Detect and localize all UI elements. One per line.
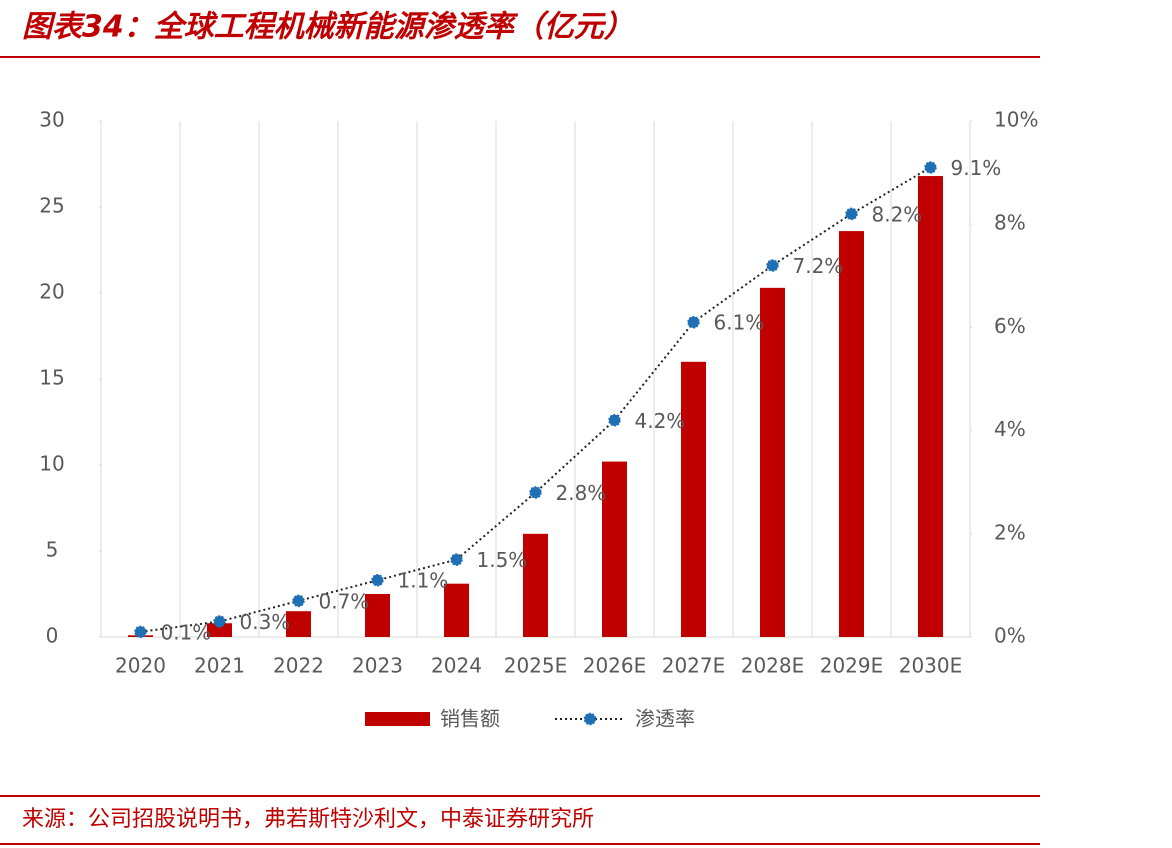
- bar: [839, 231, 864, 637]
- data-label: 6.1%: [714, 311, 765, 335]
- line-marker: [845, 207, 858, 221]
- y2-tick-label: 4%: [994, 417, 1026, 441]
- line-marker: [371, 573, 384, 587]
- legend-label: 销售额: [440, 707, 500, 731]
- x-tick-label: 2029E: [820, 654, 884, 678]
- line-marker: [213, 615, 226, 628]
- line-marker: [924, 161, 937, 174]
- bar: [760, 287, 785, 637]
- x-tick-label: 2027E: [662, 654, 726, 678]
- data-label: 2.8%: [556, 481, 607, 505]
- data-label: 0.3%: [240, 610, 291, 634]
- x-tick-label: 2020: [115, 654, 166, 678]
- data-label: 0.1%: [161, 620, 212, 644]
- line-marker: [608, 414, 621, 427]
- bar: [523, 533, 548, 637]
- bar: [444, 583, 469, 637]
- bar: [207, 623, 232, 637]
- data-label: 7.2%: [793, 254, 844, 278]
- bar: [918, 176, 943, 638]
- line-marker: [529, 486, 542, 499]
- data-label: 1.1%: [398, 569, 449, 593]
- y2-tick-label: 0%: [994, 624, 1026, 648]
- x-tick-label: 2021: [194, 654, 245, 678]
- line-marker: [292, 594, 305, 608]
- bar: [286, 611, 311, 637]
- legend-marker: [583, 712, 597, 726]
- legend-label: 渗透率: [635, 707, 695, 731]
- line-marker: [134, 625, 147, 639]
- x-tick-label: 2030E: [899, 654, 963, 678]
- data-label: 9.1%: [951, 156, 1002, 180]
- y-tick-label: 15: [39, 366, 64, 390]
- bar: [681, 361, 706, 637]
- y-tick-label: 30: [39, 108, 64, 132]
- bar: [602, 461, 627, 637]
- line-marker: [450, 553, 463, 566]
- data-label: 4.2%: [635, 409, 686, 433]
- source: 来源：公司招股说明书，弗若斯特沙利文，中泰证券研究所: [22, 807, 594, 832]
- data-label: 1.5%: [477, 548, 528, 572]
- x-tick-label: 2028E: [741, 654, 805, 678]
- x-tick-label: 2022: [273, 654, 324, 678]
- y-tick-label: 0: [46, 624, 59, 648]
- bar: [365, 594, 390, 637]
- y-tick-label: 5: [46, 538, 59, 562]
- y2-tick-label: 10%: [994, 108, 1038, 132]
- line-marker: [766, 259, 779, 272]
- page-title: 图表34：全球工程机械新能源渗透率（亿元）: [22, 10, 634, 45]
- data-label: 8.2%: [872, 202, 923, 226]
- x-tick-label: 2023: [352, 654, 403, 678]
- y2-tick-label: 2%: [994, 520, 1026, 544]
- legend-swatch: [365, 712, 430, 726]
- y-tick-label: 25: [39, 194, 64, 218]
- data-label: 0.7%: [319, 589, 370, 613]
- x-tick-label: 2026E: [583, 654, 647, 678]
- y2-tick-label: 8%: [994, 211, 1026, 235]
- y-tick-label: 20: [39, 280, 64, 304]
- y-tick-label: 10: [39, 452, 64, 476]
- x-tick-label: 2024: [431, 654, 482, 678]
- line-marker: [687, 315, 700, 329]
- x-tick-label: 2025E: [504, 654, 568, 678]
- y2-tick-label: 6%: [994, 314, 1026, 338]
